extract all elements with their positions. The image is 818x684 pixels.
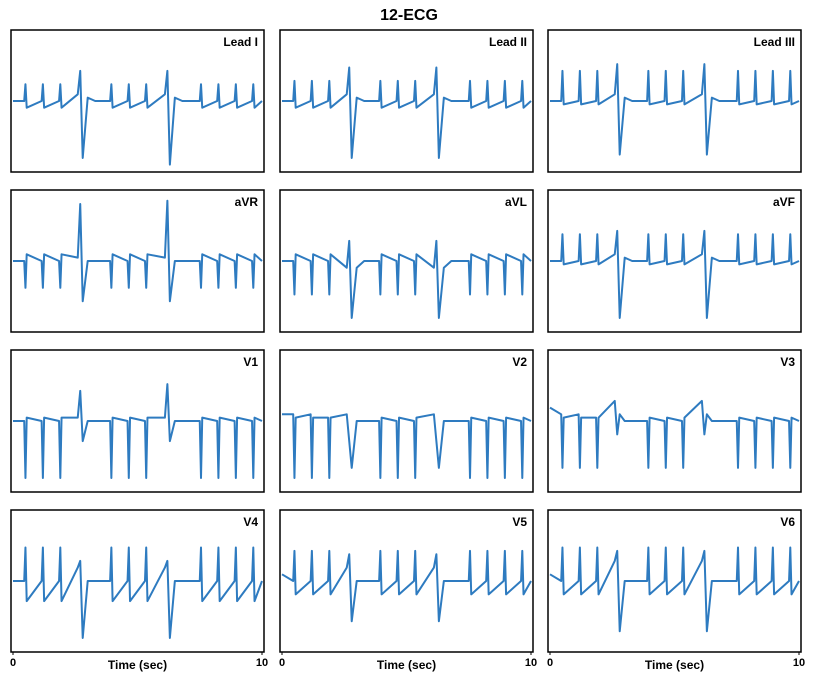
x-tick-label: 10 bbox=[256, 657, 268, 669]
ecg-trace bbox=[281, 549, 532, 623]
ecg-trace bbox=[282, 413, 532, 479]
figure-title: 12-ECG bbox=[380, 7, 438, 24]
x-tick-label: 0 bbox=[10, 657, 16, 669]
panel-title: aVF bbox=[773, 195, 795, 209]
panel-title: V2 bbox=[512, 355, 527, 369]
ecg-trace bbox=[282, 66, 532, 159]
ecg-trace bbox=[550, 229, 800, 319]
ecg-trace bbox=[549, 546, 800, 633]
panel-title: aVR bbox=[235, 195, 259, 209]
panel-title: V5 bbox=[512, 515, 527, 529]
panel-frame bbox=[10, 29, 265, 173]
x-tick-label: 10 bbox=[793, 657, 805, 669]
panel-frame bbox=[547, 29, 802, 173]
panel-frame bbox=[547, 189, 802, 333]
panel-title: V6 bbox=[780, 515, 795, 529]
panel-frame bbox=[279, 349, 534, 493]
ecg-trace bbox=[13, 69, 263, 166]
ecg-trace bbox=[550, 63, 800, 156]
x-tick-label: 0 bbox=[547, 657, 553, 669]
panel-title: aVL bbox=[505, 195, 527, 209]
ecg-trace bbox=[13, 546, 263, 639]
x-tick-label: 0 bbox=[279, 657, 285, 669]
panel-frame bbox=[279, 29, 534, 173]
panel-frame bbox=[547, 509, 802, 653]
ecg-trace bbox=[282, 239, 532, 319]
x-tick-label: 10 bbox=[525, 657, 537, 669]
panel-frame bbox=[10, 349, 265, 493]
panel-title: V4 bbox=[243, 515, 258, 529]
panel-frame bbox=[10, 189, 265, 333]
panel-frame bbox=[279, 189, 534, 333]
panel-title: Lead III bbox=[754, 35, 795, 49]
x-axis-label: Time (sec) bbox=[377, 658, 436, 672]
panel-title: V3 bbox=[780, 355, 795, 369]
panel-frame bbox=[547, 349, 802, 493]
ecg-trace bbox=[549, 399, 800, 469]
x-axis-label: Time (sec) bbox=[645, 658, 704, 672]
ecg-trace bbox=[13, 199, 263, 303]
panel-frame bbox=[10, 509, 265, 653]
panel-title: Lead I bbox=[223, 35, 258, 49]
ecg-trace bbox=[13, 383, 263, 479]
panel-frame bbox=[279, 509, 534, 653]
panel-title: V1 bbox=[243, 355, 258, 369]
panel-title: Lead II bbox=[489, 35, 527, 49]
x-axis-label: Time (sec) bbox=[108, 658, 167, 672]
